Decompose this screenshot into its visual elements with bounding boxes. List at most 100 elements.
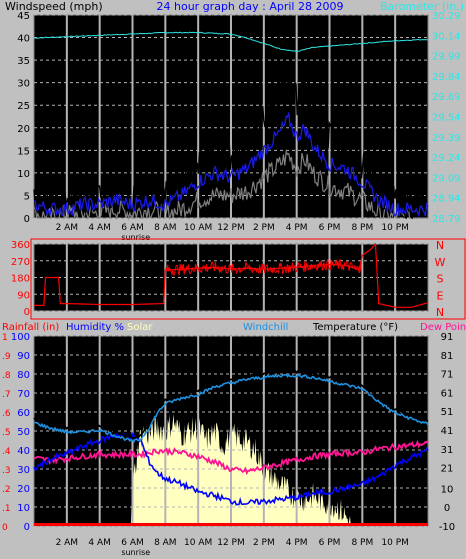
temperature-tick-label: 41 [441, 426, 454, 437]
rainfall-tick-label: .4 [2, 447, 11, 457]
min-wind-line [33, 149, 428, 221]
windchill-label: Windchill [243, 322, 288, 333]
time-tick-label: 4 AM [88, 223, 111, 233]
direction-panel-frame [30, 238, 466, 320]
windspeed-tick-label: 10 [17, 169, 30, 180]
direction-tick-label: 0 [24, 307, 30, 318]
barometer-tick-label: 29.69 [432, 92, 461, 103]
dewpoint-series [33, 439, 429, 476]
time-tick-label: 2 PM [253, 223, 275, 233]
time-tick-label: 6 PM [319, 538, 341, 548]
humidity-tick-label: 80 [17, 370, 30, 381]
barometer-ticks: 28.79 28.94 29.09 29.24 29.39 29.54 29.69 29.84… [432, 11, 461, 225]
humidity-label: Humidity % [66, 322, 124, 333]
compass-label: W [435, 256, 446, 269]
time-tick-label: 8 AM [154, 223, 177, 233]
time-tick-label: 10 AM [184, 538, 212, 548]
direction-ticks: 0 90 180 270 360 [11, 240, 30, 318]
windspeed-tick-label: 35 [17, 56, 30, 67]
windspeed-tick-label: 25 [17, 101, 30, 112]
temperature-tick-label: 0 [444, 503, 450, 514]
rainfall-ticks: 0 .1 .2 .3 .4 .5 .6 .7 .8 .9 1 [2, 333, 11, 533]
temperature-time-ticks: 2 AM 4 AM 6 AM 8 AM 10 AM 12 PM 2 PM 4 PM 6 PM 8 … [56, 538, 409, 548]
sunrise-label-bottom: sunrise [121, 548, 150, 557]
rainfall-tick-label: .1 [2, 504, 11, 514]
direction-tick-label: 90 [17, 290, 30, 301]
time-tick-label: 8 PM [351, 538, 373, 548]
temperature-series [33, 369, 429, 440]
direction-tick-label: 270 [11, 257, 30, 268]
min-wind-series [33, 149, 428, 221]
temperature-label: Temperature (°F) [312, 322, 398, 333]
windspeed-axis-label: Windspeed (mph) [5, 0, 103, 13]
windspeed-tick-label: 20 [17, 124, 30, 135]
direction-tick-label: 180 [11, 274, 30, 285]
avg-wind-line [33, 112, 429, 218]
temperature-line [33, 369, 429, 440]
humidity-tick-label: 30 [17, 465, 30, 476]
time-tick-label: 2 PM [253, 538, 275, 548]
windspeed-tick-label: 30 [17, 79, 30, 90]
windspeed-tick-label: 15 [17, 146, 30, 157]
humidity-tick-label: 70 [17, 389, 30, 400]
direction-variation-line [165, 259, 362, 276]
windchill-line [34, 373, 429, 444]
time-tick-label: 10 PM [381, 538, 409, 548]
rainfall-tick-label: .8 [2, 371, 11, 381]
gust-line [33, 67, 428, 220]
barometer-line [33, 31, 429, 53]
barometer-tick-label: 28.79 [432, 214, 461, 225]
humidity-series [33, 431, 429, 506]
windspeed-tick-label: 45 [17, 11, 30, 22]
barometer-tick-label: 29.09 [432, 173, 461, 184]
barometer-tick-label: 29.54 [432, 113, 461, 124]
barometer-tick-label: 30.14 [432, 31, 461, 42]
temperature-ticks: -10 0 10 21 31 41 51 61 71 81 91 [439, 332, 455, 533]
temperature-tick-label: 61 [441, 388, 454, 399]
dewpoint-label: Dew Point [420, 322, 466, 333]
time-tick-label: 12 PM [217, 223, 245, 233]
time-tick-label: 12 PM [217, 538, 245, 548]
rainfall-tick-label: .9 [2, 352, 11, 362]
solar-label: Solar [127, 322, 153, 333]
rainfall-tick-label: .5 [2, 428, 11, 438]
dewpoint-line [33, 439, 429, 476]
time-tick-label: 6 AM [121, 223, 144, 233]
temperature-tick-label: -10 [439, 522, 455, 533]
windspeed-tick-label: 0 [24, 214, 30, 225]
time-tick-label: 6 PM [319, 223, 341, 233]
compass-label: N [436, 306, 444, 319]
compass-label: S [437, 273, 444, 286]
temperature-tick-label: 31 [441, 445, 454, 456]
time-tick-label: 2 AM [56, 538, 79, 548]
barometer-tick-label: 29.84 [432, 72, 461, 83]
gust-series [33, 67, 428, 220]
windspeed-ticks: 0 5 10 15 20 25 30 35 40 45 [17, 11, 30, 225]
compass-label: N [436, 239, 444, 252]
barometer-series [33, 31, 429, 53]
barometer-tick-label: 28.94 [432, 194, 461, 205]
rainfall-tick-label: .7 [2, 390, 11, 400]
temperature-tick-label: 91 [441, 332, 454, 343]
compass-label: E [437, 289, 444, 302]
direction-series [34, 242, 429, 308]
rainfall-tick-label: .3 [2, 466, 11, 476]
humidity-tick-label: 0 [24, 522, 30, 533]
windspeed-tick-label: 5 [24, 191, 30, 202]
time-tick-label: 2 AM [56, 223, 79, 233]
wind-grid [34, 14, 428, 219]
time-tick-label: 4 PM [286, 223, 308, 233]
time-tick-label: 8 AM [154, 538, 177, 548]
windchill-series [34, 373, 429, 444]
humidity-tick-label: 20 [17, 484, 30, 495]
temperature-tick-label: 71 [441, 370, 454, 381]
humidity-line [33, 431, 429, 506]
time-tick-label: 4 AM [88, 538, 111, 548]
humidity-tick-label: 40 [17, 446, 30, 457]
humidity-tick-label: 90 [17, 351, 30, 362]
humidity-tick-label: 10 [17, 503, 30, 514]
barometer-tick-label: 30.29 [432, 11, 461, 22]
